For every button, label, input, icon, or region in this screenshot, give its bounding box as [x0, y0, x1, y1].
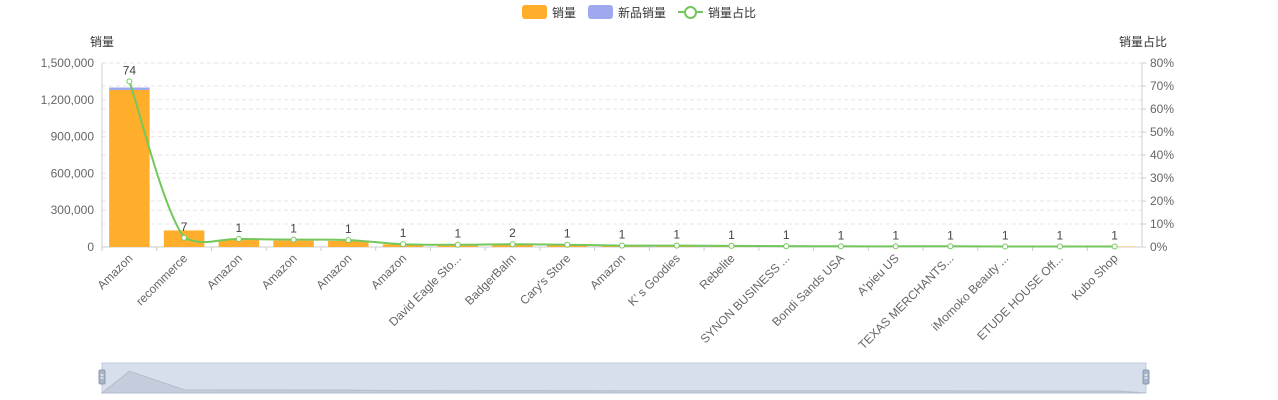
x-tick-label: Kubo Shop — [1069, 251, 1121, 303]
x-tick-label: K’ s Goodies — [625, 251, 683, 309]
data-label: 1 — [400, 226, 407, 240]
share-point[interactable] — [1111, 243, 1118, 250]
y-right-tick-label: 10% — [1150, 217, 1174, 231]
share-point[interactable] — [619, 242, 625, 249]
x-tick-label: recommerce — [133, 251, 190, 308]
data-label: 1 — [728, 228, 735, 242]
y-right-tick-label: 30% — [1150, 171, 1174, 185]
legend-label: 销量 — [551, 5, 576, 20]
legend-label: 新品销量 — [617, 5, 666, 20]
data-label: 74 — [123, 63, 137, 77]
data-label: 1 — [1002, 229, 1009, 243]
x-tick-label: TEXAS MERCHANTS... — [856, 251, 957, 352]
data-label: 1 — [1057, 229, 1064, 243]
data-label: 1 — [892, 228, 899, 242]
y-left-tick-label: 0 — [87, 240, 94, 254]
y-left-tick-label: 1,500,000 — [41, 56, 95, 70]
bar-sales[interactable] — [109, 89, 150, 247]
data-label: 1 — [783, 228, 790, 242]
y-right-tick-label: 60% — [1150, 102, 1174, 116]
y-right-tick-label: 40% — [1150, 148, 1174, 162]
y-right-tick-label: 70% — [1150, 79, 1174, 93]
data-label: 7 — [181, 220, 188, 234]
data-label: 1 — [345, 222, 352, 236]
share-point[interactable] — [783, 243, 790, 250]
share-point[interactable] — [126, 78, 133, 85]
legend-item-bar-0[interactable]: 销量 — [521, 4, 576, 21]
chart-legend: 销量 新品销量 销量占比 — [0, 3, 1278, 21]
zoom-slider-preview — [100, 370, 1147, 394]
x-tick-label: Amazon — [259, 251, 300, 292]
zoom-handle-right[interactable] — [1142, 369, 1150, 385]
share-point[interactable] — [400, 241, 407, 248]
share-point[interactable] — [947, 243, 954, 250]
share-line — [128, 81, 1115, 248]
x-tick-label: Cary's Store — [517, 251, 574, 308]
data-label: 1 — [290, 222, 297, 236]
y-right-tick-label: 20% — [1150, 194, 1174, 208]
share-point[interactable] — [837, 243, 844, 250]
share-point[interactable] — [728, 242, 735, 249]
x-tick-label: Amazon — [204, 251, 245, 292]
zoom-slider-track[interactable] — [101, 362, 1147, 394]
data-label: 1 — [235, 221, 242, 235]
y-left-tick-label: 300,000 — [51, 203, 95, 217]
x-tick-label: Amazon — [94, 251, 135, 292]
y-left-tick-label: 600,000 — [51, 166, 95, 180]
data-label: 1 — [838, 228, 845, 242]
x-tick-label: Amazon — [368, 251, 409, 292]
share-point[interactable] — [1002, 243, 1009, 250]
bar-sales[interactable] — [273, 240, 314, 247]
y-right-tick-label: 0% — [1150, 240, 1168, 254]
x-tick-label: Amazon — [587, 251, 628, 292]
share-point[interactable] — [892, 243, 899, 250]
y-axis-left-title: 销量 — [90, 35, 114, 49]
legend-swatch-icon — [521, 5, 547, 19]
share-point[interactable] — [235, 235, 242, 242]
legend-label: 销量占比 — [708, 5, 757, 20]
share-point[interactable] — [1056, 243, 1063, 250]
y-axis-right-title: 销量占比 — [1119, 34, 1167, 49]
bar-sales[interactable] — [328, 240, 369, 247]
y-right-tick-label: 50% — [1150, 125, 1174, 139]
share-point[interactable] — [345, 237, 352, 244]
x-tick-label: BadgerBalm — [462, 251, 519, 308]
share-point[interactable] — [509, 241, 516, 248]
data-label: 2 — [509, 226, 516, 240]
data-label: 1 — [947, 228, 954, 242]
y-right-tick-label: 80% — [1150, 56, 1174, 70]
data-label: 1 — [454, 227, 461, 241]
x-tick-label: A'pieu US — [854, 251, 901, 298]
share-point[interactable] — [181, 234, 188, 241]
legend-swatch-icon — [587, 5, 613, 19]
share-point[interactable] — [564, 241, 571, 248]
y-left-tick-label: 1,200,000 — [41, 93, 95, 107]
x-tick-label: Rebelite — [697, 251, 738, 292]
bar-sales[interactable] — [218, 239, 260, 247]
data-label: 1 — [673, 228, 680, 242]
legend-line-marker-icon — [678, 5, 703, 19]
data-label: 1 — [619, 228, 626, 242]
bar-new-product-sales[interactable] — [109, 87, 150, 90]
legend-item-line-2[interactable]: 销量占比 — [678, 4, 756, 21]
x-tick-label: Amazon — [313, 251, 354, 292]
y-left-tick-label: 900,000 — [51, 130, 95, 144]
share-point[interactable] — [454, 241, 461, 248]
share-point[interactable] — [290, 236, 297, 243]
legend-item-bar-1[interactable]: 新品销量 — [587, 4, 666, 21]
data-label: 1 — [1111, 229, 1118, 243]
zoom-handle-left[interactable] — [98, 369, 106, 385]
data-label: 1 — [564, 227, 571, 241]
x-tick-label: SYNON BUSINESS ... — [698, 251, 793, 346]
share-point[interactable] — [673, 242, 680, 249]
